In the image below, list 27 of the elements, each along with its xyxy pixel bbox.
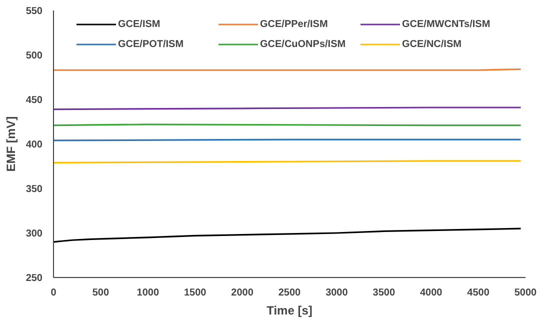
y-tick-label: 500 — [26, 50, 43, 62]
legend-label: GCE/MWCNTs/ISM — [402, 18, 492, 30]
y-tick-label: 400 — [26, 140, 43, 150]
legend-label: GCE/POT/ISM — [118, 38, 185, 50]
legend-label: GCE/CuONPs/ISM — [260, 38, 347, 50]
y-axis-title: EMF [mV] — [4, 116, 18, 172]
x-tick-label: 3500 — [372, 288, 396, 298]
y-tick-label: 250 — [26, 273, 43, 284]
x-tick-label: 2000 — [231, 288, 254, 298]
legend-label: GCE/PPer/ISM — [260, 18, 329, 30]
x-tick-label: 1500 — [184, 288, 207, 298]
y-tick-label: 300 — [26, 228, 43, 240]
x-tick-label: 4500 — [467, 288, 490, 298]
x-tick-label: 4000 — [420, 288, 443, 298]
x-tick-label: 3000 — [326, 288, 348, 298]
y-tick-label: 550 — [26, 6, 43, 17]
x-tick-label: 1000 — [136, 288, 160, 298]
line-series — [54, 228, 522, 243]
x-tick-label: 0 — [50, 288, 57, 298]
x-tick-label: 500 — [92, 288, 110, 298]
x-axis-title: Time [s] — [266, 304, 312, 318]
x-tick-label: 5000 — [514, 288, 538, 298]
legend-label: GCE/ISM — [118, 18, 162, 30]
legend-label: GCE/NC/ISM — [402, 38, 462, 50]
y-tick-label: 350 — [26, 184, 43, 195]
x-tick-label: 2500 — [278, 288, 302, 298]
y-tick-label: 450 — [26, 95, 43, 106]
